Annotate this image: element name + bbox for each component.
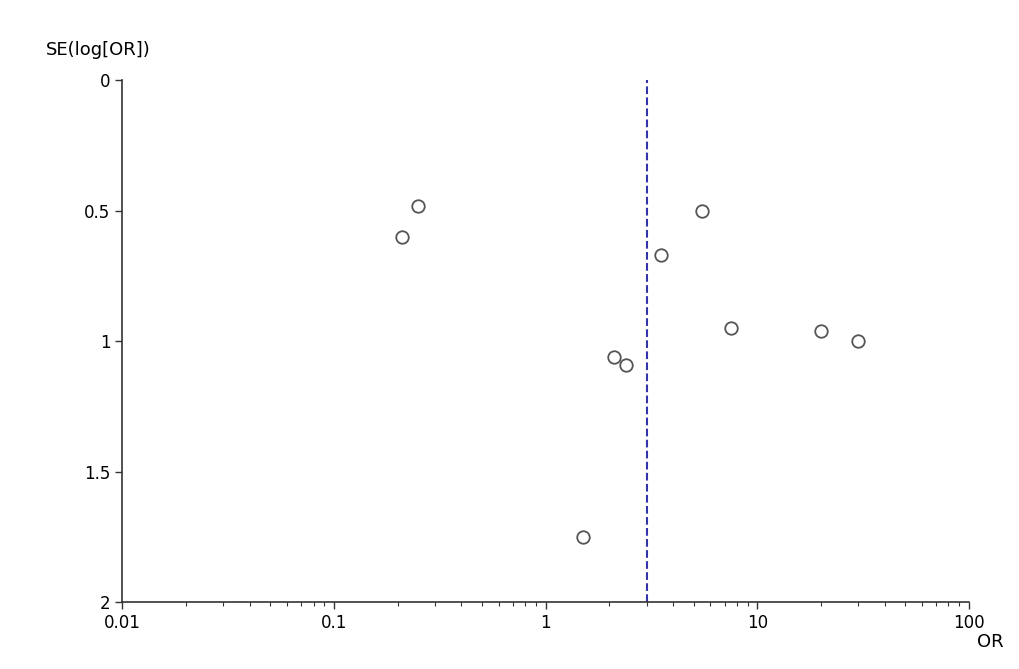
Text: OR: OR <box>976 634 1003 652</box>
Text: SE(log[OR]): SE(log[OR]) <box>46 41 151 60</box>
